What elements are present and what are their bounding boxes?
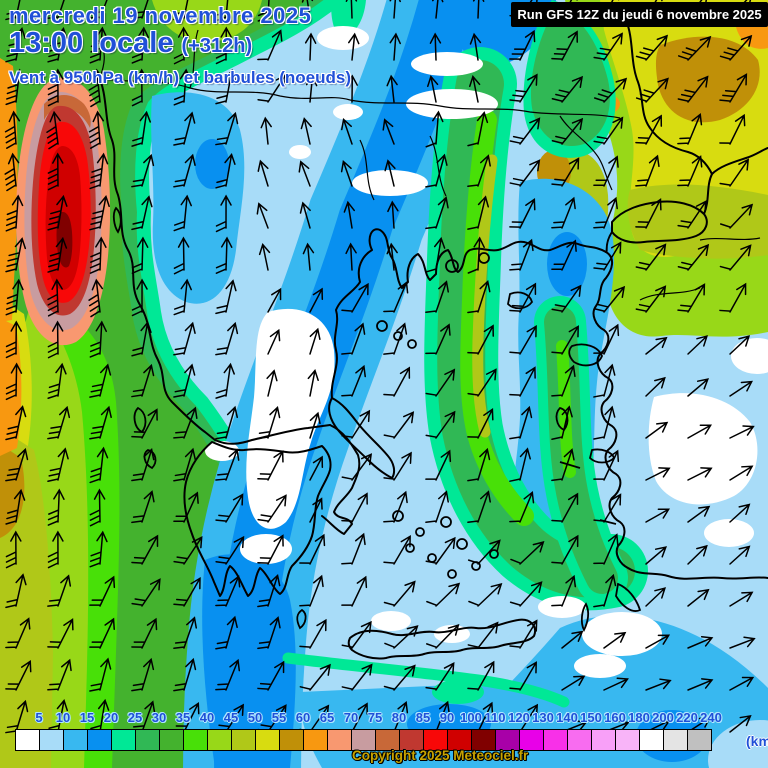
time-label: 13:00 locale (+312h) (9, 27, 252, 60)
legend-value: 140 (556, 710, 578, 725)
legend-cell: 40 (183, 710, 214, 751)
wind-speed-legend: 5 10 15 20 25 30 35 40 45 50 55 60 65 70 75 80 85 90 100 11… (15, 710, 722, 751)
legend-cell: 65 (303, 710, 334, 751)
legend-value: 130 (532, 710, 554, 725)
legend-cell: 70 (327, 710, 358, 751)
legend-value: 65 (319, 710, 335, 725)
legend-value: 80 (391, 710, 407, 725)
legend-cell: 80 (375, 710, 406, 751)
legend-cell: 75 (351, 710, 382, 751)
legend-value: 15 (79, 710, 95, 725)
legend-cell: 35 (159, 710, 190, 751)
forecast-offset: (+312h) (181, 35, 253, 57)
legend-value: 85 (415, 710, 431, 725)
legend-cell: 20 (87, 710, 118, 751)
legend-cell: 200 (639, 710, 674, 751)
legend-cell: 220 (663, 710, 698, 751)
legend-cell: 5 (15, 710, 43, 751)
legend-cell: 100 (447, 710, 482, 751)
local-time: 13:00 locale (9, 27, 174, 59)
run-info-badge: Run GFS 12Z du jeudi 6 novembre 2025 (511, 2, 768, 27)
legend-value: 160 (604, 710, 626, 725)
legend-value: 200 (652, 710, 674, 725)
legend-cell: 30 (135, 710, 166, 751)
legend-cell: 140 (543, 710, 578, 751)
legend-value: 5 (35, 710, 43, 725)
legend-value: 60 (295, 710, 311, 725)
legend-value: 10 (55, 710, 71, 725)
legend-value: 90 (439, 710, 455, 725)
legend-cell: 110 (471, 710, 505, 751)
legend-value: 180 (628, 710, 650, 725)
copyright-label: Copyright 2025 Meteociel.fr (352, 748, 529, 763)
legend-cell: 150 (567, 710, 602, 751)
legend-value: 120 (508, 710, 530, 725)
legend-cell: 60 (279, 710, 310, 751)
date-label: mercredi 19 novembre 2025 (9, 3, 312, 28)
variable-label: Vent à 950hPa (km/h) et barbules (noeuds… (9, 68, 351, 87)
legend-cell: 55 (255, 710, 286, 751)
legend-value: 20 (103, 710, 119, 725)
calm-patches (205, 26, 768, 678)
legend-cell: 10 (39, 710, 70, 751)
legend-cell: 50 (231, 710, 262, 751)
legend-value: 40 (199, 710, 215, 725)
legend-value: 100 (460, 710, 482, 725)
legend-value: 25 (127, 710, 143, 725)
legend-cell: 160 (591, 710, 626, 751)
legend-value: 30 (151, 710, 167, 725)
coastlines (97, 19, 768, 660)
unit-label: (km/h) (746, 733, 768, 749)
legend-cell: 120 (495, 710, 530, 751)
legend-cell: 25 (111, 710, 142, 751)
legend-cell: 130 (519, 710, 554, 751)
legend-cell: 15 (63, 710, 94, 751)
legend-value: 240 (700, 710, 722, 725)
legend-cell: 45 (207, 710, 238, 751)
legend-cell: 180 (615, 710, 650, 751)
country-borders (97, 29, 761, 301)
legend-value: 35 (175, 710, 191, 725)
legend-value: 55 (271, 710, 287, 725)
legend-cell: 240 (687, 710, 722, 751)
legend-cell: 85 (399, 710, 430, 751)
wind-barbs (4, 0, 756, 735)
legend-value: 150 (580, 710, 602, 725)
legend-value: 220 (676, 710, 698, 725)
legend-value: 45 (223, 710, 239, 725)
legend-value: 70 (343, 710, 359, 725)
legend-value: 50 (247, 710, 263, 725)
legend-value: 75 (367, 710, 383, 725)
legend-value: 110 (484, 710, 506, 725)
